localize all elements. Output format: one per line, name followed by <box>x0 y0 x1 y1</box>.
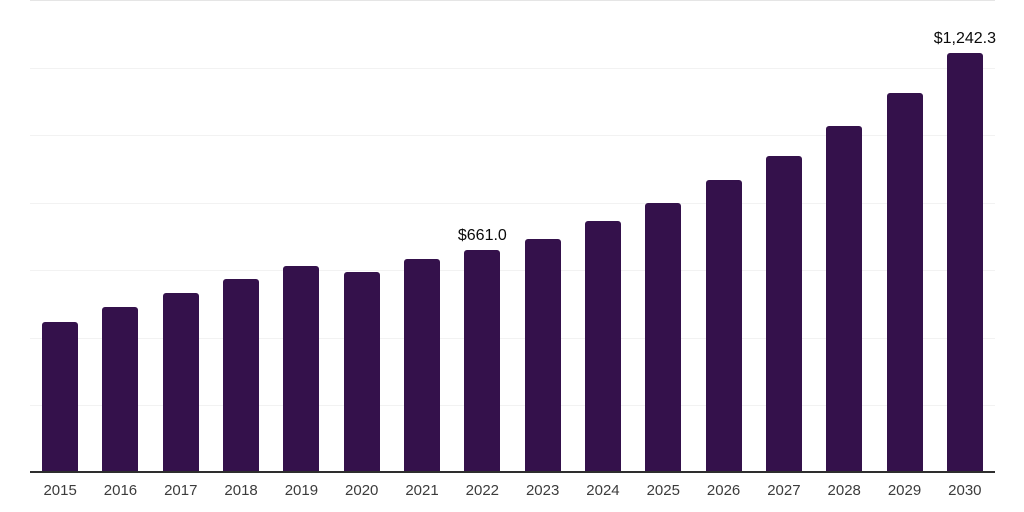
bar-slot-2016 <box>90 0 150 473</box>
bar-slot-2030: $1,242.3 <box>933 0 996 473</box>
bar-2018 <box>223 278 260 473</box>
bar-slot-2024 <box>573 0 633 473</box>
bar-slot-2018 <box>211 0 271 473</box>
x-tick-label-2028: 2028 <box>827 482 861 499</box>
x-tick-label-2019: 2019 <box>284 482 319 499</box>
gridline <box>30 405 995 407</box>
x-tick-label-2016: 2016 <box>103 482 138 499</box>
x-axis-line <box>30 471 995 473</box>
bar-2026 <box>705 179 742 473</box>
plot-area: $661.0 $1,242.3 <box>30 0 996 473</box>
x-tick-label-2025: 2025 <box>646 482 680 499</box>
bar-slot-2015 <box>30 0 90 473</box>
bar-2022 <box>464 249 501 473</box>
bar-slot-2028 <box>814 0 874 473</box>
data-label-2030: $1,242.3 <box>933 30 996 48</box>
bar-2021 <box>404 258 441 473</box>
bar-slot-2027 <box>754 0 814 473</box>
bar-2016 <box>102 307 139 473</box>
bar-slot-2023 <box>513 0 573 473</box>
bars-container: $661.0 $1,242.3 <box>30 0 996 473</box>
x-tick-label-2022: 2022 <box>465 482 500 499</box>
gridline <box>30 270 995 272</box>
x-tick-label-2015: 2015 <box>43 482 77 499</box>
gridline <box>30 202 995 204</box>
x-tick-label-2020: 2020 <box>345 482 379 499</box>
bar-2027 <box>765 156 802 473</box>
x-tick-label-2017: 2017 <box>164 482 198 499</box>
gridline <box>30 0 995 1</box>
gridline <box>30 67 995 69</box>
bar-2028 <box>826 126 863 473</box>
x-axis-labels: 2015 2016 2017 2018 2019 2020 2021 2022 2023 2024… <box>30 482 995 500</box>
bar-2024 <box>584 220 621 473</box>
x-tick-label-2026: 2026 <box>706 482 741 499</box>
bar-2019 <box>283 265 320 473</box>
bar-slot-2017 <box>151 0 211 473</box>
bar-2023 <box>524 238 561 473</box>
bar-slot-2029 <box>874 0 934 473</box>
x-tick-label-2021: 2021 <box>405 482 439 499</box>
bar-slot-2026 <box>693 0 753 473</box>
bar-slot-2022: $661.0 <box>452 0 512 473</box>
bar-2029 <box>886 93 923 473</box>
x-tick-label-2030: 2030 <box>948 482 982 499</box>
gridline <box>30 135 995 137</box>
bar-slot-2021 <box>392 0 452 473</box>
bar-slot-2019 <box>271 0 331 473</box>
data-label-2022: $661.0 <box>457 226 507 244</box>
bar-slot-2020 <box>332 0 392 473</box>
bar-2020 <box>343 271 380 473</box>
x-tick-label-2018: 2018 <box>224 482 258 499</box>
gridline <box>30 337 995 339</box>
x-tick-label-2029: 2029 <box>887 482 922 499</box>
x-tick-label-2023: 2023 <box>525 482 560 499</box>
bar-2025 <box>645 202 682 473</box>
bar-2030 <box>946 53 983 473</box>
x-tick-label-2024: 2024 <box>586 482 620 499</box>
bar-2017 <box>162 292 199 473</box>
x-tick-label-2027: 2027 <box>767 482 801 499</box>
bar-slot-2025 <box>633 0 693 473</box>
bar-2015 <box>42 322 79 473</box>
